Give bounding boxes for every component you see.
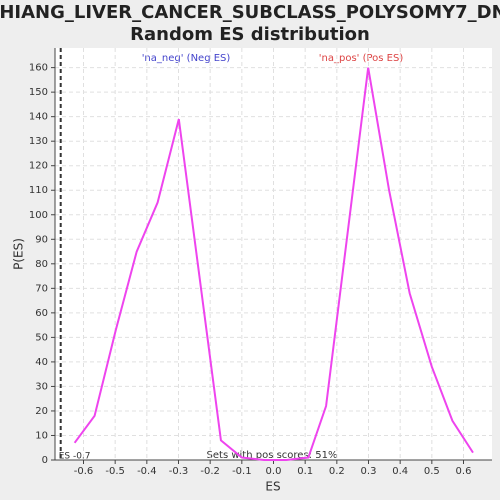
x-tick-label: -0.6	[74, 466, 94, 477]
y-tick-label: 150	[29, 87, 48, 98]
x-tick-label: -0.4	[137, 466, 157, 477]
x-tick-label: 0.4	[392, 466, 408, 477]
x-tick-label: 0.2	[329, 466, 345, 477]
es-marker-label: ES -0.7	[59, 452, 91, 462]
y-tick-label: 90	[35, 234, 48, 245]
y-tick-label: 130	[29, 136, 48, 147]
y-tick-label: 160	[29, 63, 48, 74]
y-tick-label: 50	[35, 332, 48, 343]
y-tick-label: 80	[35, 259, 48, 270]
y-axis-label: P(ES)	[12, 238, 26, 270]
x-tick-label: 0.5	[424, 466, 440, 477]
x-tick-label: 0.0	[266, 466, 282, 477]
footnote: Sets with pos scores: 51%	[207, 450, 338, 461]
x-tick-label: -0.5	[105, 466, 125, 477]
x-tick-label: -0.2	[200, 466, 220, 477]
chart-title: CHIANG_LIVER_CANCER_SUBCLASS_POLYSOMY7_D…	[0, 2, 500, 23]
y-tick-label: 100	[29, 210, 48, 221]
y-tick-label: 0	[42, 455, 48, 466]
x-axis-label: ES	[265, 480, 280, 494]
pos-label: 'na_pos' (Pos ES)	[319, 53, 404, 64]
y-tick-label: 60	[35, 308, 48, 319]
x-tick-label: -0.1	[232, 466, 252, 477]
y-tick-label: 20	[35, 406, 48, 417]
y-tick-label: 110	[29, 185, 48, 196]
y-tick-label: 40	[35, 357, 48, 368]
y-tick-label: 30	[35, 381, 48, 392]
y-tick-label: 10	[35, 430, 48, 441]
neg-label: 'na_neg' (Neg ES)	[142, 53, 231, 64]
x-tick-label: 0.6	[456, 466, 472, 477]
x-tick-label: 0.3	[361, 466, 377, 477]
x-tick-label: 0.1	[297, 466, 313, 477]
y-tick-label: 70	[35, 283, 48, 294]
chart-subtitle: Random ES distribution	[130, 24, 370, 45]
x-tick-label: -0.3	[169, 466, 189, 477]
y-tick-label: 120	[29, 161, 48, 172]
line	[73, 67, 474, 461]
y-tick-label: 140	[29, 112, 48, 123]
